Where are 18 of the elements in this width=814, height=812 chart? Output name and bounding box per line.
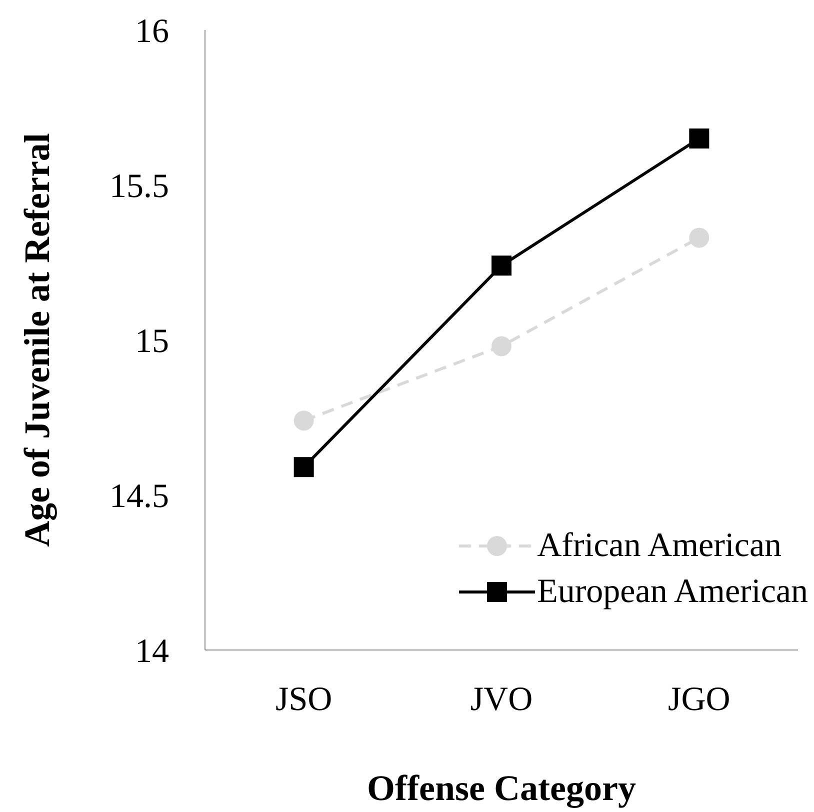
point <box>492 336 512 356</box>
x-axis-title: Offense Category <box>367 768 636 808</box>
y-tick-label: 14 <box>135 633 169 670</box>
y-tick-label: 15.5 <box>110 168 169 206</box>
x-tick-label: JSO <box>275 681 332 718</box>
y-tick-label: 16 <box>135 13 169 50</box>
x-tick-label: JGO <box>668 681 730 718</box>
point <box>492 256 512 276</box>
point <box>689 128 710 148</box>
y-tick-label: 14.5 <box>110 478 169 516</box>
legend-label: European American <box>537 573 808 611</box>
y-axis-title: Age of Juvenile at Referral <box>16 133 57 547</box>
point <box>689 228 710 248</box>
point <box>294 457 314 478</box>
legend-label: African American <box>537 527 782 565</box>
point <box>294 410 314 431</box>
x-tick-label: JVO <box>470 681 533 718</box>
y-tick-label: 15 <box>135 323 169 360</box>
